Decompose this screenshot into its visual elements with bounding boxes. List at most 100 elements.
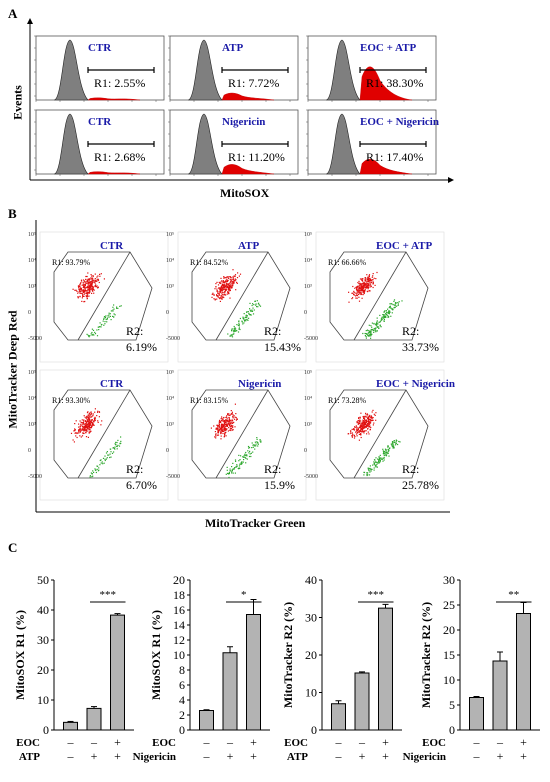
treatment-mark: – <box>203 735 211 749</box>
significance-stars: *** <box>100 589 117 601</box>
scatter-label: EOC + Nigericin <box>376 378 455 390</box>
histogram-label: ATP <box>222 42 244 54</box>
scatter-r2-value: 15.43% <box>264 340 301 354</box>
scatter-y-tick: 10³ <box>28 284 36 290</box>
histogram-r1-value: R1: 11.20% <box>228 150 285 164</box>
y-tick-label: 16 <box>173 603 185 617</box>
scatter-label: CTR <box>100 240 124 252</box>
treatment-mark: + <box>250 735 257 749</box>
scatter-label: ATP <box>238 240 260 252</box>
y-tick-label: 40 <box>37 603 49 617</box>
y-axis-label: MitoTracker R2 (%) <box>419 602 433 708</box>
histogram-label: CTR <box>88 116 112 128</box>
treatment-row-label: EOC <box>422 737 446 749</box>
panel-b-y-title: MitoTracker Deep Red <box>5 310 20 429</box>
bar <box>63 721 78 731</box>
scatter-plot-5 <box>177 369 307 501</box>
scatter-r2-label: R2: <box>126 324 144 338</box>
panel-letter-c: C <box>8 540 18 555</box>
bar <box>199 710 214 731</box>
treatment-mark: + <box>382 735 389 749</box>
scatter-y-tick: 10³ <box>304 284 312 290</box>
treatment-mark: + <box>91 749 98 763</box>
treatment-row-label: EOC <box>16 737 40 749</box>
histogram-r1-value: R1: 7.72% <box>228 76 280 90</box>
scatter-r2-value: 15.9% <box>264 478 295 492</box>
bar <box>516 613 531 731</box>
histogram-label: CTR <box>88 42 112 54</box>
panel-b-scatter <box>35 220 450 513</box>
panel-a-histograms <box>27 18 454 183</box>
bar <box>354 672 370 731</box>
y-tick-label: 0 <box>449 723 455 737</box>
scatter-r2-label: R2: <box>402 324 420 338</box>
scatter-r1-value: R1: 84.52% <box>190 258 229 267</box>
bar <box>110 614 125 731</box>
scatter-y-tick: -5000 <box>304 474 318 480</box>
histogram-r1-value: R1: 2.68% <box>94 150 146 164</box>
panel-letter-b: B <box>8 206 17 221</box>
scatter-y-tick: 0 <box>166 310 169 316</box>
y-tick-label: 0 <box>311 723 317 737</box>
scatter-plot-2 <box>177 231 307 363</box>
histogram-5 <box>168 109 299 176</box>
scatter-y-tick: 10³ <box>304 422 312 428</box>
scatter-y-tick: 0 <box>28 448 31 454</box>
scatter-label: Nigericin <box>238 378 282 390</box>
histogram-r1-value: R1: 38.30% <box>366 76 424 90</box>
scatter-y-tick: 10⁵ <box>28 370 37 376</box>
scatter-y-tick: 0 <box>166 448 169 454</box>
scatter-r1-value: R1: 93.79% <box>52 258 91 267</box>
y-tick-label: 10 <box>37 693 49 707</box>
scatter-label: CTR <box>100 378 124 390</box>
y-tick-label: 6 <box>179 678 185 692</box>
scatter-y-tick: 0 <box>28 310 31 316</box>
histogram-2 <box>168 35 299 102</box>
treatment-row-label: EOC <box>152 737 176 749</box>
treatment-mark: + <box>520 735 527 749</box>
bar <box>246 614 261 731</box>
y-tick-label: 20 <box>37 663 49 677</box>
scatter-y-tick: -5000 <box>166 474 180 480</box>
scatter-r2-value: 6.19% <box>126 340 157 354</box>
scatter-y-tick: 10⁴ <box>28 258 37 264</box>
treatment-mark: + <box>359 749 366 763</box>
treatment-mark: + <box>497 749 504 763</box>
scatter-r2-label: R2: <box>264 324 282 338</box>
panel-a-x-title: MitoSOX <box>220 186 270 200</box>
histogram-3 <box>306 35 437 102</box>
scatter-r2-value: 25.78% <box>402 478 439 492</box>
y-tick-label: 14 <box>173 618 185 632</box>
histogram-6 <box>306 109 437 176</box>
panel-b-x-title: MitoTracker Green <box>205 516 306 530</box>
scatter-y-tick: 10⁴ <box>28 396 37 402</box>
y-tick-label: 30 <box>443 573 455 587</box>
treatment-mark: + <box>114 735 121 749</box>
treatment-row-label: Nigericin <box>133 751 176 763</box>
treatment-mark: – <box>67 735 75 749</box>
scatter-r1-value: R1: 66.66% <box>328 258 367 267</box>
y-axis-label: MitoSOX R1 (%) <box>13 610 27 700</box>
histogram-4 <box>34 109 165 176</box>
y-tick-label: 8 <box>179 663 185 677</box>
y-tick-label: 12 <box>173 633 185 647</box>
treatment-mark: – <box>90 735 98 749</box>
treatment-mark: – <box>496 735 504 749</box>
y-tick-label: 2 <box>179 708 185 722</box>
panel-letter-a: A <box>8 6 18 21</box>
scatter-y-tick: 10⁵ <box>166 370 175 376</box>
bar <box>222 652 238 731</box>
histogram-label: EOC + Nigericin <box>360 116 439 128</box>
y-tick-label: 0 <box>179 723 185 737</box>
treatment-mark: – <box>473 735 481 749</box>
scatter-r1-value: R1: 83.15% <box>190 396 229 405</box>
histogram-label: EOC + ATP <box>360 42 417 54</box>
scatter-plot-6 <box>315 369 445 501</box>
scatter-r2-label: R2: <box>402 462 420 476</box>
y-tick-label: 30 <box>305 611 317 625</box>
bar <box>492 660 508 731</box>
scatter-y-tick: 10³ <box>166 284 174 290</box>
